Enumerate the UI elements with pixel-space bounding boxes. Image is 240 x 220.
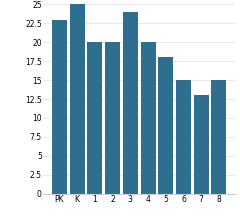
Bar xyxy=(123,12,138,194)
Bar xyxy=(158,57,173,194)
Bar xyxy=(194,95,209,194)
Bar xyxy=(141,42,156,194)
Bar xyxy=(176,80,191,194)
Bar xyxy=(105,42,120,194)
Bar xyxy=(70,4,85,194)
Bar xyxy=(211,80,227,194)
Bar xyxy=(52,20,67,194)
Bar xyxy=(87,42,102,194)
